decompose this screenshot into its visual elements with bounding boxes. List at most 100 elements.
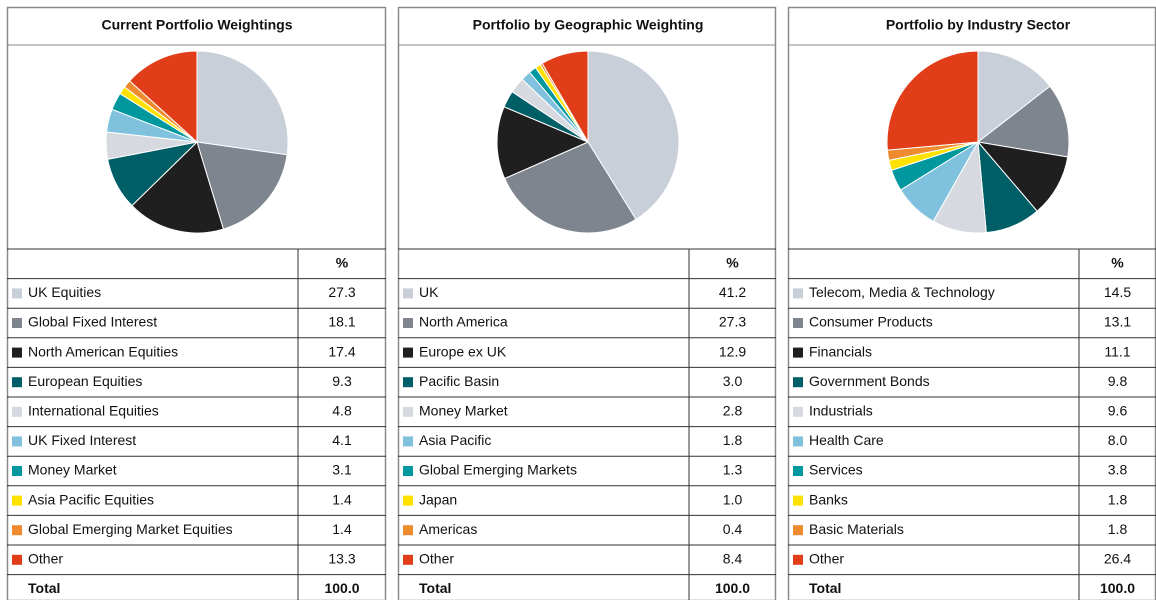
total-label: Total — [809, 580, 841, 596]
legend-swatch — [403, 525, 413, 536]
value-label: 1.0 — [723, 491, 743, 507]
category-label: Global Emerging Market Equities — [28, 521, 233, 537]
legend-swatch — [12, 495, 22, 506]
value-label: 26.4 — [1104, 551, 1131, 567]
category-label: North American Equities — [28, 343, 178, 359]
legend-swatch — [793, 347, 803, 358]
legend-swatch — [12, 406, 22, 417]
panel-title: Portfolio by Industry Sector — [886, 17, 1071, 33]
value-label: 9.3 — [332, 373, 352, 389]
value-label: 27.3 — [328, 284, 355, 300]
legend-swatch — [12, 377, 22, 388]
total-value: 100.0 — [715, 580, 750, 596]
value-label: 18.1 — [328, 314, 355, 330]
category-label: Global Emerging Markets — [419, 462, 577, 478]
value-label: 17.4 — [328, 343, 355, 359]
pie-slice — [131, 141, 225, 234]
pie-slice — [977, 50, 1051, 144]
category-label: Asia Pacific — [419, 432, 491, 448]
category-label: Health Care — [809, 432, 884, 448]
category-label: International Equities — [28, 403, 159, 419]
total-value: 100.0 — [1100, 580, 1135, 596]
legend-swatch — [403, 466, 413, 476]
value-label: 8.4 — [723, 551, 743, 567]
value-label: 0.4 — [723, 521, 743, 537]
category-label: UK Equities — [28, 284, 101, 300]
category-label: Consumer Products — [809, 314, 933, 330]
value-label: 27.3 — [719, 314, 746, 330]
value-label: 13.1 — [1104, 314, 1131, 330]
value-label: 1.4 — [332, 491, 352, 507]
legend-swatch — [793, 495, 803, 506]
value-label: 3.1 — [332, 462, 352, 478]
category-label: Industrials — [809, 403, 873, 419]
legend-swatch — [403, 288, 413, 299]
legend-swatch — [403, 436, 413, 447]
category-label: Global Fixed Interest — [28, 314, 157, 330]
category-label: Basic Materials — [809, 521, 904, 537]
value-label: 9.8 — [1108, 373, 1128, 389]
legend-swatch — [793, 436, 803, 447]
value-label: 41.2 — [719, 284, 746, 300]
value-label: 3.8 — [1108, 462, 1128, 478]
category-label: Money Market — [419, 403, 508, 419]
legend-swatch — [403, 347, 413, 358]
value-label: 1.8 — [1108, 491, 1128, 507]
legend-swatch — [793, 318, 803, 328]
column-header: % — [1111, 255, 1124, 271]
legend-swatch — [403, 406, 413, 417]
value-label: 14.5 — [1104, 284, 1131, 300]
category-label: Financials — [809, 343, 872, 359]
value-label: 1.4 — [332, 521, 352, 537]
value-label: 1.8 — [723, 432, 743, 448]
category-label: Other — [28, 551, 63, 567]
category-label: Government Bonds — [809, 373, 930, 389]
total-label: Total — [28, 580, 60, 596]
legend-swatch — [793, 554, 803, 565]
pie-slice — [541, 50, 589, 144]
legend-swatch — [403, 377, 413, 388]
legend-swatch — [12, 436, 22, 447]
legend-swatch — [793, 466, 803, 476]
pie-slice — [496, 106, 590, 180]
category-label: Money Market — [28, 462, 117, 478]
category-label: Americas — [419, 521, 477, 537]
panel-title: Current Portfolio Weightings — [101, 17, 292, 33]
category-label: Japan — [419, 491, 457, 507]
legend-swatch — [12, 525, 22, 536]
category-label: North America — [419, 314, 508, 330]
legend-swatch — [403, 554, 413, 565]
value-label: 8.0 — [1108, 432, 1128, 448]
value-label: 9.6 — [1108, 403, 1128, 419]
value-label: 1.3 — [723, 462, 743, 478]
legend-swatch — [403, 318, 413, 328]
pie-slice — [503, 141, 637, 234]
pie-slice — [196, 141, 288, 230]
value-label: 12.9 — [719, 343, 746, 359]
category-label: Other — [809, 551, 844, 567]
category-label: Other — [419, 551, 454, 567]
value-label: 11.1 — [1104, 343, 1130, 359]
value-label: 4.8 — [332, 403, 352, 419]
category-label: Services — [809, 462, 863, 478]
total-label: Total — [419, 580, 451, 596]
legend-swatch — [12, 288, 22, 299]
legend-swatch — [793, 406, 803, 417]
category-label: Telecom, Media & Technology — [809, 284, 995, 300]
total-value: 100.0 — [324, 580, 359, 596]
legend-swatch — [793, 525, 803, 536]
pie-slice — [196, 50, 289, 156]
legend-swatch — [12, 466, 22, 476]
column-header: % — [726, 255, 739, 271]
pie-slice — [886, 50, 979, 151]
pie-slice — [128, 50, 198, 144]
category-label: Europe ex UK — [419, 343, 507, 359]
legend-swatch — [793, 288, 803, 299]
column-header: % — [336, 255, 349, 271]
category-label: UK Fixed Interest — [28, 432, 136, 448]
pie-slice — [587, 50, 680, 221]
legend-swatch — [12, 347, 22, 358]
category-label: Banks — [809, 491, 848, 507]
legend-swatch — [12, 318, 22, 328]
